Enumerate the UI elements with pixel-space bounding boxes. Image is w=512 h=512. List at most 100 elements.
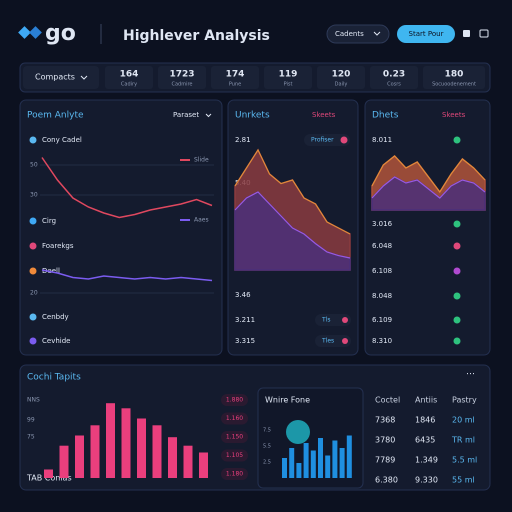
- label: 8.310: [372, 337, 392, 345]
- chevron: [373, 31, 381, 36]
- panel: [19, 99, 223, 356]
- stat-card: [317, 66, 365, 89]
- bar: [282, 458, 287, 478]
- bar: [332, 440, 338, 478]
- panel-menu[interactable]: Paraset: [173, 111, 199, 119]
- stat-value: 119: [279, 70, 298, 80]
- pill: [304, 134, 350, 146]
- bar: [106, 403, 115, 478]
- status-dot: [453, 220, 461, 228]
- label: NNS: [27, 397, 40, 404]
- primary-button[interactable]: [397, 25, 455, 43]
- label: 7368: [375, 416, 395, 425]
- filter-dropdown[interactable]: [23, 66, 99, 89]
- status-dot: [453, 337, 461, 345]
- stat-label: Daily: [335, 82, 348, 88]
- label: 3.46: [235, 291, 251, 299]
- more-menu[interactable]: ⋯: [466, 370, 475, 380]
- stat-value: 180: [445, 70, 464, 80]
- status-dot: [453, 316, 461, 324]
- stat-value: 120: [332, 70, 351, 80]
- stat-label: Cadiry: [121, 82, 137, 88]
- line: [41, 269, 213, 282]
- bar: [168, 437, 177, 478]
- label: Foarekgs: [42, 242, 74, 250]
- label: 9.330: [415, 476, 438, 485]
- status-dot: [453, 292, 461, 300]
- label: 2.5: [263, 460, 271, 466]
- dropdown-label[interactable]: Cadents: [335, 30, 364, 38]
- logo: go: [45, 21, 76, 46]
- bar: [137, 418, 146, 478]
- panel-title: Unrkets: [235, 111, 270, 121]
- status-dot: [340, 136, 348, 144]
- filter-label[interactable]: Compacts: [35, 73, 75, 82]
- bar: [90, 425, 100, 478]
- label: Pastry: [452, 396, 477, 405]
- bar: [152, 425, 162, 478]
- bar: [59, 445, 69, 478]
- bar: [289, 448, 295, 478]
- label: 8.011: [372, 136, 392, 144]
- logo-icon: [18, 26, 42, 39]
- label: 3.211: [235, 316, 255, 324]
- label: 7789: [375, 456, 395, 465]
- bar: [303, 443, 309, 478]
- label: 3.016: [372, 220, 393, 228]
- stat-label: Socuoodenement: [432, 82, 476, 88]
- label: 1.349: [415, 456, 438, 465]
- value-pill: [221, 394, 248, 406]
- label: 75: [27, 434, 35, 441]
- label: 50: [30, 162, 38, 169]
- label: 7.5: [263, 428, 271, 434]
- label: Antiis: [415, 396, 437, 405]
- label: 1846: [415, 416, 435, 425]
- label: 1.180: [226, 471, 243, 478]
- stat-value: 174: [226, 70, 245, 80]
- stat-label: Cadmire: [171, 82, 192, 88]
- label: TR ml: [451, 436, 475, 445]
- area-edge: [234, 191, 351, 259]
- bar: [318, 438, 323, 478]
- label: Cenbdy: [42, 313, 69, 321]
- label: Aaes: [194, 217, 209, 224]
- label: 3.315: [235, 337, 255, 345]
- bar: [44, 469, 53, 478]
- stat-card: [264, 66, 312, 89]
- bar: [346, 435, 352, 478]
- item-icon: [29, 136, 37, 144]
- button-label[interactable]: Start Pour: [409, 30, 444, 38]
- label: 1.160: [226, 415, 243, 422]
- icon-button[interactable]: [463, 30, 470, 37]
- stat-label: Cosrs: [387, 82, 401, 88]
- area-edge: [371, 176, 486, 199]
- item-icon: [29, 267, 37, 275]
- panel-title: Poem Anlyte: [27, 111, 84, 121]
- label: 5.5: [263, 444, 271, 450]
- stat-card: [370, 66, 418, 89]
- label: Tles: [321, 338, 334, 345]
- label: 3780: [375, 436, 395, 445]
- bar: [310, 450, 316, 478]
- label: 2.81: [235, 136, 251, 144]
- panel-title: Dhets: [372, 111, 399, 121]
- bar: [183, 445, 193, 478]
- pill: [315, 335, 351, 347]
- status-dot: [453, 136, 461, 144]
- status-dot: [453, 267, 461, 275]
- label: Cirg: [42, 217, 56, 225]
- icon-button[interactable]: [479, 29, 489, 38]
- value-pill: [221, 431, 248, 443]
- label: 8.048: [372, 292, 392, 300]
- bar: [325, 455, 331, 478]
- bar: [339, 448, 345, 478]
- item-icon: [29, 337, 37, 345]
- value-pill: [221, 468, 248, 480]
- label: 20: [30, 290, 38, 297]
- panel-tag: Skeets: [442, 111, 466, 119]
- dropdown[interactable]: [326, 24, 390, 44]
- stat-card: [105, 66, 153, 89]
- panel-title: Cochi Tapits: [27, 373, 81, 383]
